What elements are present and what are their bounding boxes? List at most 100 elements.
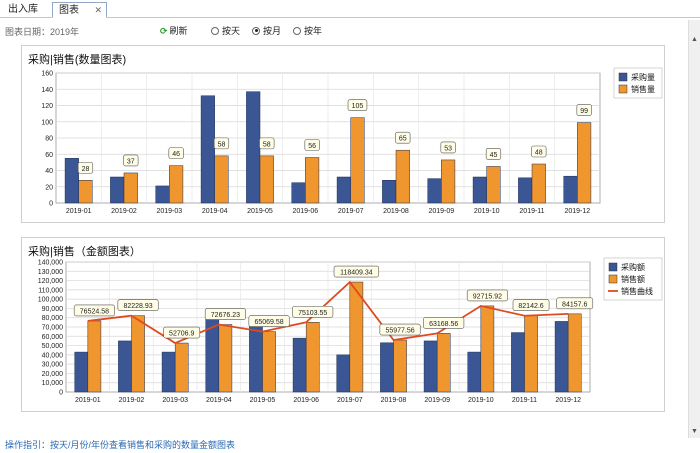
purchase-bar xyxy=(64,158,79,204)
x-tick-label: 2019-11 xyxy=(512,397,537,404)
purchase-bar xyxy=(246,91,261,204)
scroll-up-icon[interactable]: ▲ xyxy=(691,36,698,43)
data-label: 37 xyxy=(127,158,135,165)
purchase-bar xyxy=(382,180,397,204)
sales-bar xyxy=(480,305,495,393)
y-tick-label: 40 xyxy=(45,168,53,175)
amount-chart-panel: 采购|销售（金额图表） 0 10,000 20,000 30,000 40,000 50,… xyxy=(21,237,665,412)
sales-bar xyxy=(531,163,546,204)
data-label-box xyxy=(440,141,456,154)
radio-by-month[interactable]: 按月 xyxy=(252,24,281,37)
data-label-box xyxy=(423,317,465,329)
x-tick-label: 2019-08 xyxy=(383,208,409,215)
y-tick-label: 140,000 xyxy=(38,260,63,267)
legend-swatch xyxy=(618,72,628,82)
radio-label: 按年 xyxy=(304,26,323,36)
data-label-box xyxy=(117,299,159,311)
sales-bar xyxy=(305,322,320,393)
scroll-down-icon[interactable]: ▼ xyxy=(691,428,698,435)
radio-by-day[interactable]: 按天 xyxy=(211,24,240,37)
tab-chart[interactable]: 图表 ✕ xyxy=(52,2,107,18)
sales-bar xyxy=(350,117,365,204)
legend-label: 销售额 xyxy=(621,274,645,284)
data-label-box xyxy=(204,308,246,320)
data-label: 118409.34 xyxy=(340,270,373,277)
data-label: 52706.9 xyxy=(169,331,194,338)
x-tick-label: 2019-05 xyxy=(250,397,276,404)
purchase-bar xyxy=(511,332,525,393)
data-label-box xyxy=(379,323,421,336)
sales-bar xyxy=(123,172,138,204)
data-label-box xyxy=(333,265,380,278)
y-tick-label: 60 xyxy=(45,152,53,159)
x-tick-label: 2019-02 xyxy=(119,397,145,404)
data-label-box xyxy=(485,148,502,160)
sales-bar xyxy=(349,281,364,393)
data-label-box xyxy=(73,304,115,317)
sales-bar xyxy=(78,180,93,204)
y-tick-label: 0 xyxy=(59,390,63,397)
legend-label: 采购额 xyxy=(621,262,645,272)
y-tick-label: 80 xyxy=(45,136,53,143)
radio-icon xyxy=(252,26,260,35)
sales-bar xyxy=(436,333,451,393)
y-tick-label: 160 xyxy=(41,71,53,78)
data-label-box xyxy=(123,154,139,167)
x-tick-label: 2019-07 xyxy=(338,208,364,215)
help-text: 操作指引：按天/月份/年份查看销售和采购的数量金额图表 xyxy=(5,440,236,450)
data-label-box xyxy=(292,305,334,318)
sales-bar xyxy=(262,331,276,393)
data-label: 92715.92 xyxy=(473,293,502,300)
amount-chart-title: 采购|销售（金额图表） xyxy=(28,246,141,258)
data-label-box xyxy=(466,289,508,302)
purchase-bar xyxy=(161,351,176,393)
sales-bar xyxy=(524,315,538,393)
y-tick-label: 120,000 xyxy=(38,278,63,285)
data-label-box xyxy=(531,145,547,158)
data-label-box xyxy=(168,147,184,159)
data-label: 82142.6 xyxy=(518,303,543,310)
x-tick-label: 2019-06 xyxy=(293,397,319,404)
legend-label: 采购量 xyxy=(631,72,655,82)
refresh-button[interactable]: ⟳ 刷新 xyxy=(160,24,188,37)
sales-bar xyxy=(441,159,456,204)
x-tick-label: 2019-05 xyxy=(247,208,273,215)
sales-bar xyxy=(259,155,274,204)
legend-swatch xyxy=(608,274,618,284)
vertical-scrollbar[interactable]: ▲ ▼ xyxy=(688,20,700,438)
radio-by-year[interactable]: 按年 xyxy=(293,24,322,37)
close-icon[interactable]: ✕ xyxy=(94,5,102,15)
data-label: 58 xyxy=(263,141,271,148)
y-tick-label: 20 xyxy=(45,184,53,191)
tab-bar: 出入库 图表 ✕ xyxy=(0,0,700,18)
quantity-chart-title: 采购|销售(数量图表) xyxy=(28,54,127,66)
tab-label: 图表 xyxy=(59,5,79,16)
y-tick-label: 40,000 xyxy=(42,352,64,359)
data-label-box xyxy=(576,104,592,116)
purchase-bar xyxy=(336,354,351,393)
refresh-label: 刷新 xyxy=(169,26,188,36)
data-label-box xyxy=(163,326,201,339)
data-label: 72676.23 xyxy=(211,312,240,319)
sales-bar xyxy=(393,339,407,393)
x-tick-label: 2019-09 xyxy=(424,397,450,404)
y-tick-label: 20,000 xyxy=(42,371,64,378)
tab-label: 出入库 xyxy=(8,4,38,15)
sales-bar xyxy=(169,165,184,204)
data-label: 53 xyxy=(444,145,452,152)
data-label-box xyxy=(556,297,594,310)
data-label-box xyxy=(259,137,275,150)
x-tick-label: 2019-10 xyxy=(474,208,500,215)
legend-label: 销售曲线 xyxy=(621,286,653,296)
radio-label: 按月 xyxy=(263,26,282,36)
x-tick-label: 2019-09 xyxy=(428,208,454,215)
data-label: 82228.93 xyxy=(123,303,152,310)
data-label: 58 xyxy=(218,141,226,148)
purchase-bar xyxy=(427,178,442,204)
tab-stock[interactable]: 出入库 xyxy=(2,2,50,18)
chart-date-label: 图表日期：2019年 xyxy=(5,27,80,37)
sales-bar xyxy=(87,320,102,393)
data-label: 28 xyxy=(82,166,90,173)
radio-label: 按天 xyxy=(222,26,241,36)
x-tick-label: 2019-06 xyxy=(292,208,318,215)
